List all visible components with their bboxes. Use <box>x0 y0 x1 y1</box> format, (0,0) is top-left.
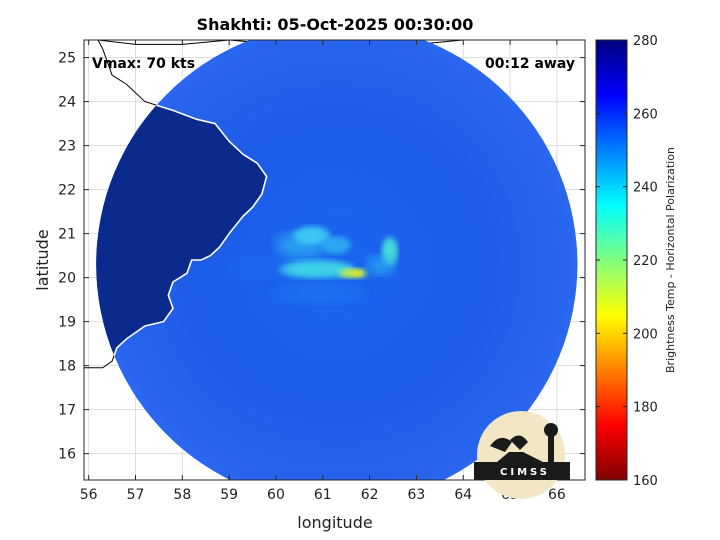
rainband <box>278 260 355 279</box>
colorbar-tick-label: 260 <box>633 107 658 122</box>
x-tick-label: 60 <box>267 487 285 503</box>
convective-band <box>322 236 351 255</box>
x-axis-label: longitude <box>297 513 372 532</box>
outer-band <box>272 283 365 304</box>
convective-band <box>366 255 395 276</box>
colorbar <box>595 39 628 481</box>
y-axis-label: latitude <box>33 229 52 290</box>
y-tick-label: 20 <box>58 271 76 287</box>
outer-band <box>224 257 289 278</box>
colorbar-label: Brightness Temp - Horizontal Polarizatio… <box>664 147 677 373</box>
x-tick-label: 62 <box>361 487 379 503</box>
y-tick-label: 19 <box>58 315 76 331</box>
x-tick-label: 64 <box>454 487 472 503</box>
x-tick-label: 61 <box>314 487 332 503</box>
y-tick-label: 24 <box>58 95 76 111</box>
plot-frame <box>83 39 586 481</box>
cimss-logo: CIMSS <box>474 411 570 499</box>
colorbar-tick-label: 160 <box>633 474 658 489</box>
y-tick-label: 18 <box>58 359 76 375</box>
vmax-label: Vmax: 70 kts <box>92 56 195 72</box>
y-tick-label: 25 <box>58 51 76 67</box>
y-axis-ticks: 16 17 18 19 20 21 22 23 24 25 <box>58 51 585 463</box>
convective-bands <box>224 226 398 304</box>
time-away-label: 00:12 away <box>485 56 575 72</box>
colorbar-tick-label: 280 <box>633 34 658 49</box>
x-tick-label: 63 <box>408 487 426 503</box>
y-tick-label: 21 <box>58 227 76 243</box>
intense-core <box>350 270 363 277</box>
y-tick-label: 23 <box>58 139 76 155</box>
x-tick-label: 56 <box>80 487 98 503</box>
colorbar-tick-label: 240 <box>633 181 658 196</box>
colorbar-tick-label: 200 <box>633 327 658 342</box>
coastline-swath <box>96 40 268 369</box>
convective-band <box>293 226 330 245</box>
x-tick-label: 59 <box>220 487 238 503</box>
x-tick-label: 58 <box>173 487 191 503</box>
y-tick-label: 16 <box>58 447 76 463</box>
logo-text: CIMSS <box>500 467 550 478</box>
y-tick-label: 17 <box>58 403 76 419</box>
x-tick-label: 66 <box>548 487 566 503</box>
x-tick-label: 57 <box>127 487 145 503</box>
colorbar-tick-label: 180 <box>633 401 658 416</box>
colorbar-ticks: 160 180 200 220 240 260 280 <box>596 34 658 489</box>
chart-title: Shakhti: 05-Oct-2025 00:30:00 <box>197 15 474 34</box>
y-tick-label: 22 <box>58 183 76 199</box>
colorbar-tick-label: 220 <box>633 254 658 269</box>
